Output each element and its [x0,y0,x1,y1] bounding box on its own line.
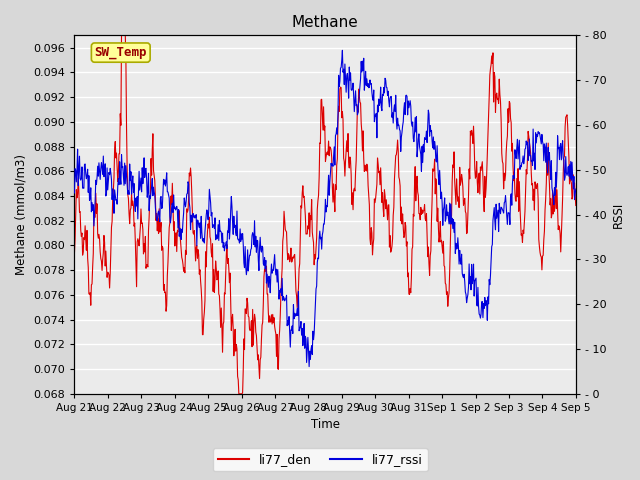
Legend: li77_den, li77_rssi: li77_den, li77_rssi [212,448,428,471]
X-axis label: Time: Time [310,419,340,432]
Text: SW_Temp: SW_Temp [95,46,147,59]
Y-axis label: RSSI: RSSI [612,202,625,228]
Y-axis label: Methane (mmol/m3): Methane (mmol/m3) [15,154,28,275]
Title: Methane: Methane [292,15,358,30]
